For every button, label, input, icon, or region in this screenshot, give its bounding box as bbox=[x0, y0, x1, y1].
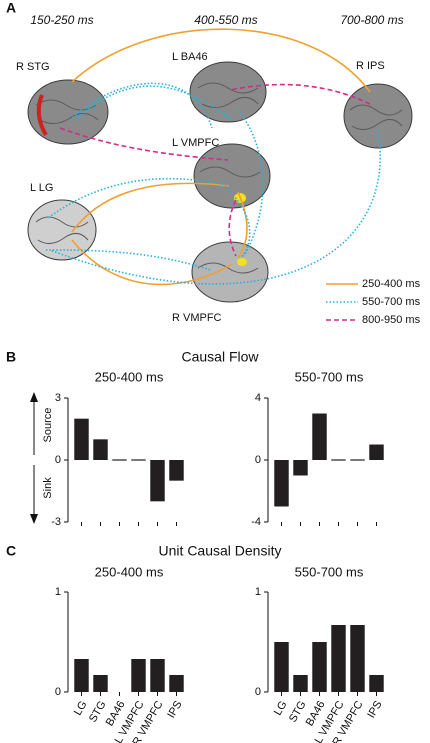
bar bbox=[131, 659, 146, 692]
x-tick-label: IPS bbox=[365, 699, 384, 720]
bar bbox=[331, 625, 346, 692]
time-label: 700-800 ms bbox=[340, 13, 403, 27]
chart-title: 550-700 ms bbox=[295, 369, 364, 384]
y-tick-label: -3 bbox=[51, 516, 61, 528]
bar bbox=[369, 444, 384, 460]
node-label: R VMPFC bbox=[172, 312, 222, 324]
bar bbox=[169, 675, 184, 692]
bar bbox=[150, 460, 165, 502]
bar bbox=[312, 413, 327, 460]
bar bbox=[369, 675, 384, 692]
y-tick-label: 3 bbox=[55, 392, 61, 404]
panel-label: A bbox=[6, 0, 16, 16]
source-sink-arrow bbox=[30, 392, 38, 524]
x-tick-label: IPS bbox=[165, 699, 184, 720]
bar bbox=[293, 460, 308, 476]
source-label: Source bbox=[42, 408, 54, 443]
panel-label: B bbox=[6, 349, 16, 365]
node-label: L LG bbox=[30, 182, 53, 194]
x-tick-label: LG bbox=[272, 699, 290, 718]
y-tick-label: 0 bbox=[255, 454, 261, 466]
bar bbox=[150, 659, 165, 692]
legend: 250-400 ms 550-700 ms 800-950 ms bbox=[326, 278, 421, 326]
chart-title: 250-400 ms bbox=[95, 369, 164, 384]
y-tick-label: 1 bbox=[255, 586, 261, 598]
time-label: 400-550 ms bbox=[194, 13, 257, 27]
y-tick-label: 4 bbox=[255, 392, 261, 404]
bar bbox=[293, 675, 308, 692]
bar bbox=[274, 460, 289, 507]
y-tick-label: 1 bbox=[55, 586, 61, 598]
bar bbox=[93, 439, 108, 460]
node-label: L VMPFC bbox=[172, 137, 219, 149]
bar bbox=[93, 675, 108, 692]
legend-label: 250-400 ms bbox=[362, 278, 421, 290]
bar bbox=[312, 642, 327, 692]
bar bbox=[350, 625, 365, 692]
y-tick-label: 0 bbox=[55, 686, 61, 698]
panel-label: C bbox=[6, 543, 16, 559]
x-tick-label: LG bbox=[72, 699, 90, 718]
y-tick-label: 0 bbox=[55, 454, 61, 466]
chart-title: 550-700 ms bbox=[295, 564, 364, 579]
brains bbox=[27, 61, 413, 303]
sink-label: Sink bbox=[42, 477, 54, 499]
y-tick-label: 0 bbox=[255, 686, 261, 698]
legend-label: 800-950 ms bbox=[362, 314, 421, 326]
node-label: L BA46 bbox=[172, 51, 208, 63]
time-label: 150-250 ms bbox=[30, 13, 93, 27]
arrows bbox=[43, 28, 381, 286]
chart-title: 250-400 ms bbox=[95, 564, 164, 579]
node-label: R STG bbox=[16, 61, 50, 73]
bar bbox=[74, 659, 89, 692]
node-label: R IPS bbox=[356, 60, 385, 72]
bar bbox=[169, 460, 184, 481]
panel-title: Causal Flow bbox=[181, 349, 259, 365]
legend-label: 550-700 ms bbox=[362, 296, 421, 308]
y-tick-label: -4 bbox=[251, 516, 261, 528]
bar bbox=[274, 642, 289, 692]
bar bbox=[74, 418, 89, 460]
panel-title: Unit Causal Density bbox=[159, 543, 282, 559]
